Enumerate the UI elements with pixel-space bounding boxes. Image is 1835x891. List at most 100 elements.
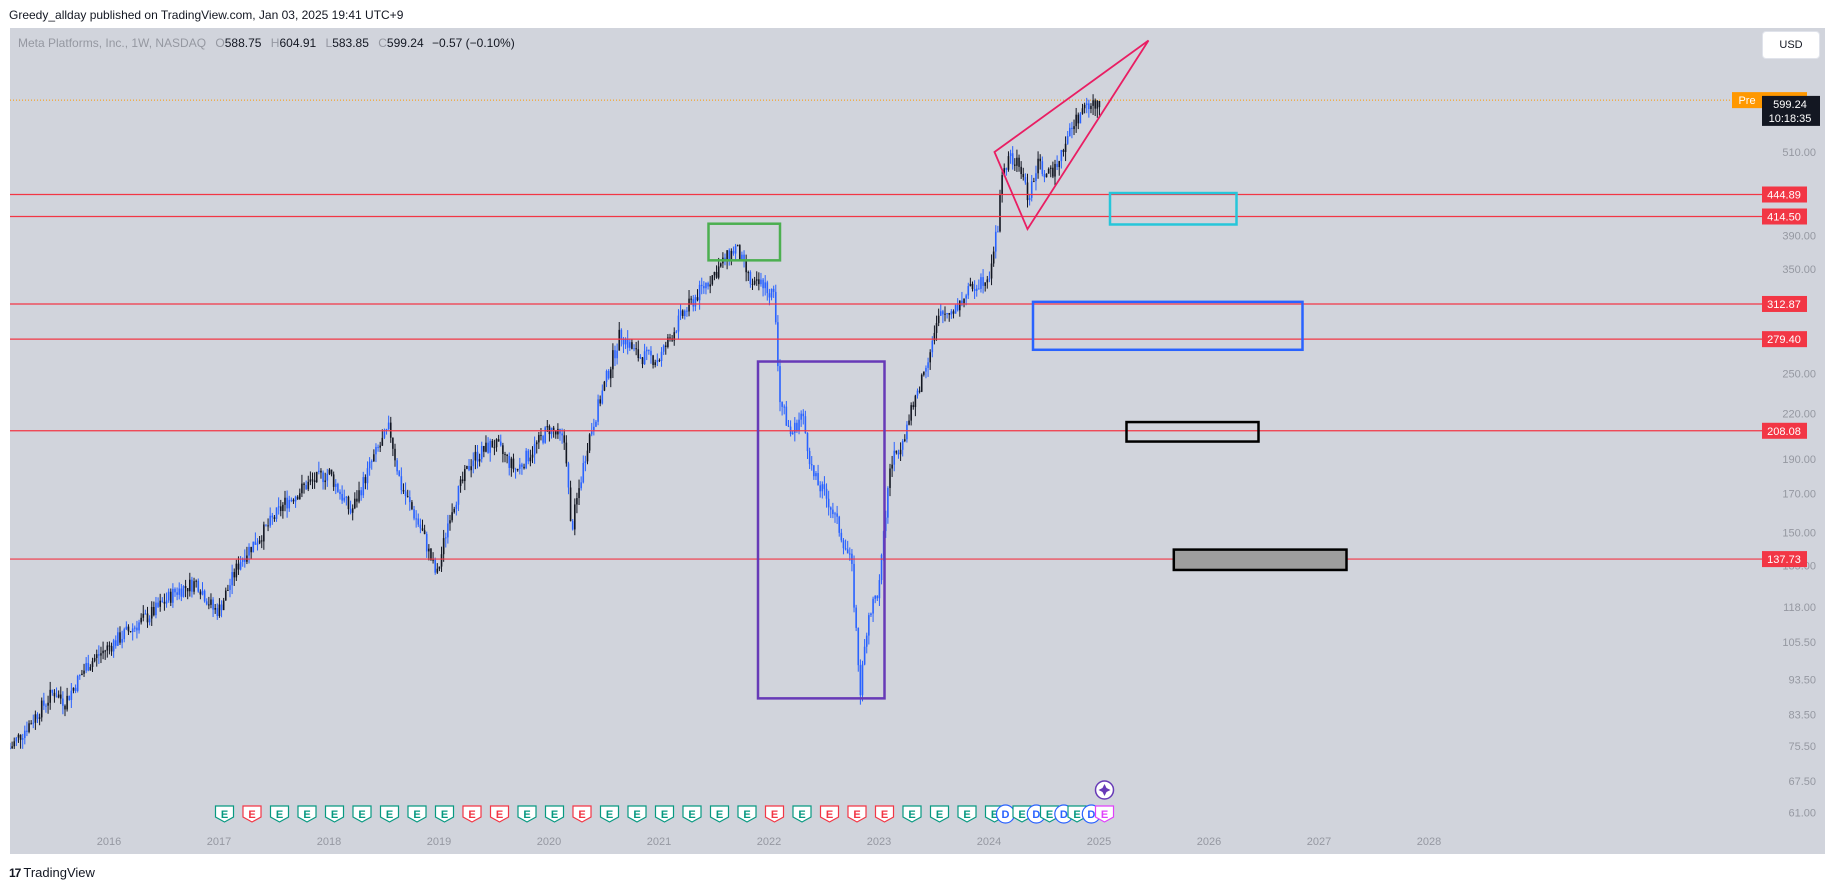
chart-frame[interactable]: 720.00510.00390.00350.00250.00220.00190.… [10,28,1825,854]
earnings-event-icon[interactable] [929,805,950,823]
candle-body [263,524,265,542]
candle-body [1064,143,1067,152]
earnings-event-icon[interactable] [407,805,427,823]
candle-body [1071,127,1073,130]
candle-body [571,521,574,530]
candle-body [328,469,331,474]
earnings-event-icon[interactable] [572,805,592,823]
candle-body [260,540,263,542]
candle-body [284,497,286,505]
event-letter: D [1002,809,1010,821]
gray-box[interactable] [1172,548,1348,572]
candle-body [760,279,762,285]
candle-body [707,282,709,287]
candle-body [652,355,654,366]
candle-body [569,487,572,522]
green-box[interactable] [707,222,782,262]
candle-body [832,509,834,515]
currency-button[interactable]: USD [1762,31,1820,59]
candle-body [609,369,612,379]
candle-body [629,342,631,348]
candle-body [197,580,200,592]
candle-body [370,461,373,463]
candle-body [354,498,356,509]
level-tag [1762,422,1807,439]
earnings-event-icon[interactable] [792,805,812,823]
earnings-event-icon[interactable] [269,805,290,823]
candle-body [732,250,735,254]
earnings-event-icon[interactable] [1012,805,1032,823]
earnings-event-icon[interactable] [1094,805,1115,823]
y-tick-label: 170.00 [1782,489,1816,501]
candle-body [916,390,919,396]
earnings-event-icon[interactable] [324,805,345,823]
rising-wedge[interactable] [993,39,1150,232]
candle-body [466,465,468,469]
candle-body [59,694,62,699]
candle-body [216,608,219,616]
candle-body [584,461,587,463]
earnings-event-icon[interactable] [819,805,840,823]
candle-body [491,440,494,448]
candle-body [303,483,305,486]
earnings-event-icon[interactable] [1039,805,1060,823]
candle-body [912,405,915,408]
candle-body [332,474,335,487]
earnings-event-icon[interactable] [517,805,537,823]
candle-body [210,599,212,605]
blue-box[interactable] [1031,300,1304,352]
event-letter: E [276,809,283,821]
earnings-event-icon[interactable] [654,805,675,823]
earnings-event-icon[interactable] [379,805,400,823]
candle-body [449,520,451,524]
purple-box[interactable] [756,360,886,700]
earnings-event-icon[interactable] [847,805,867,823]
earnings-event-icon[interactable] [764,805,785,823]
candle-body [819,485,821,492]
candle-body [1060,149,1063,162]
earnings-event-icon[interactable] [214,805,235,823]
candle-body [982,277,984,286]
price-chart[interactable]: 720.00510.00390.00350.00250.00220.00190.… [10,28,1825,854]
earnings-event-icon[interactable] [957,805,977,823]
candle-body [580,482,582,489]
candle-body [89,666,92,671]
earnings-event-icon[interactable] [902,805,922,823]
black-box[interactable] [1125,420,1260,443]
earnings-event-icon[interactable] [297,805,317,823]
earnings-event-icon[interactable] [352,805,372,823]
tradingview-logo[interactable]: 17 TradingView [9,865,95,880]
candle-body [381,437,384,446]
earnings-event-icon[interactable] [682,805,702,823]
candle-body [451,512,453,521]
earnings-event-icon[interactable] [737,805,757,823]
earnings-event-icon[interactable] [462,805,482,823]
earnings-event-icon[interactable] [599,805,620,823]
earnings-event-icon[interactable] [627,805,647,823]
earnings-event-icon[interactable] [1067,805,1087,823]
earnings-event-icon[interactable] [434,805,455,823]
earnings-event-icon[interactable] [709,805,730,823]
cyan-box[interactable] [1108,191,1238,226]
candle-body [620,329,623,340]
x-tick-label: 2025 [1087,836,1111,848]
level-tag [1762,331,1807,348]
event-letter: E [771,809,778,821]
candle-body [925,367,927,372]
candle-body [967,286,970,296]
candle-countdown: 10:18:35 [1769,113,1812,125]
candle-body [330,469,333,475]
candle-body [402,490,405,492]
earnings-event-icon[interactable] [489,805,510,823]
earnings-event-icon[interactable] [874,805,895,823]
candle-body [43,700,45,706]
candle-body [366,468,369,484]
candle-body [26,730,28,732]
earnings-event-icon[interactable] [544,805,565,823]
candle-body [85,662,87,671]
candle-body [715,272,718,278]
y-tick-label: 510.00 [1782,147,1816,159]
candle-body [525,450,527,469]
earnings-event-icon[interactable] [242,805,262,823]
candle-body [292,499,295,502]
